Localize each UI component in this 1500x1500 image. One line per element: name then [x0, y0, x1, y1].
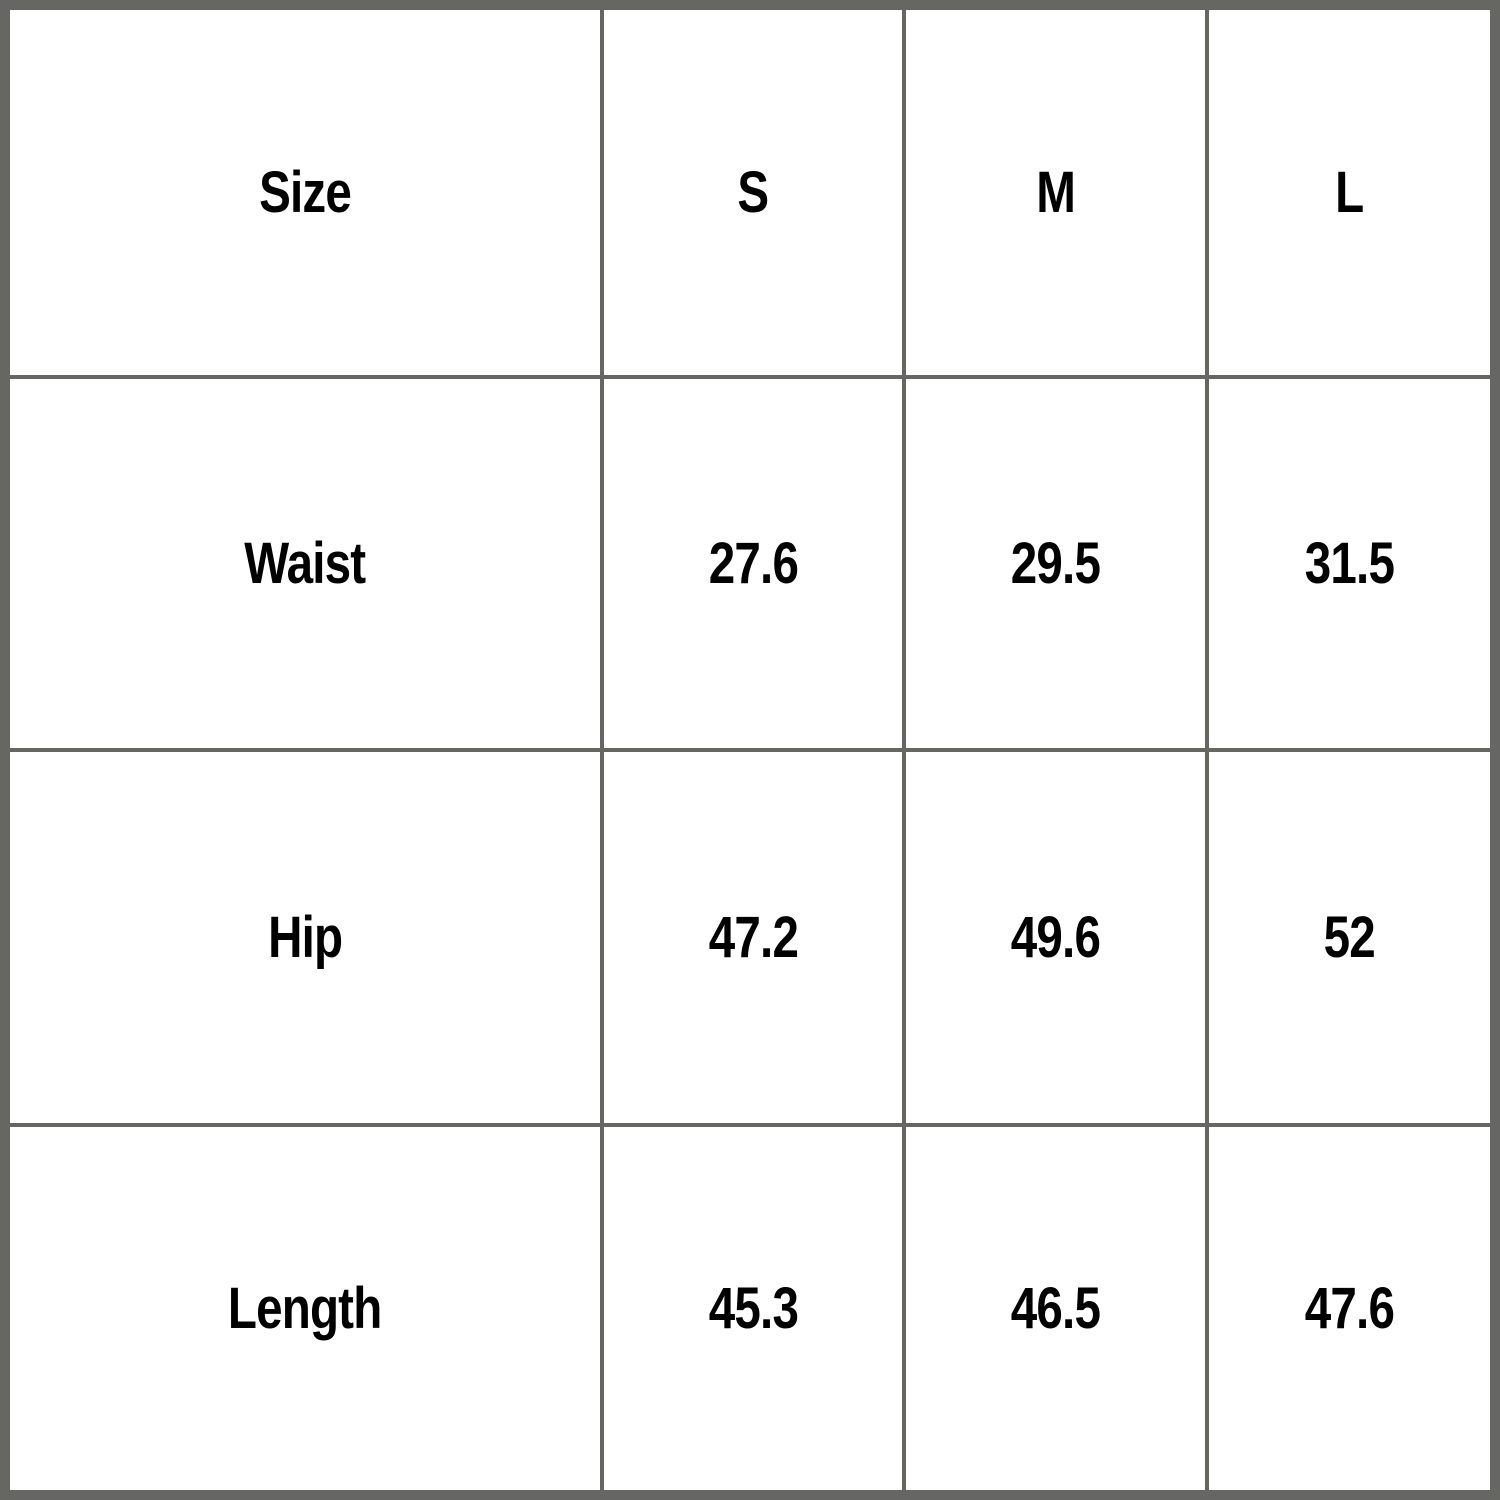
cell-value: 29.5	[1010, 531, 1101, 596]
cell-value: 47.2	[708, 905, 798, 970]
header-cell: L	[1209, 10, 1490, 375]
header-label: Size	[259, 160, 352, 225]
table-cell: 27.6	[604, 379, 902, 748]
cell-value: 47.6	[1304, 1276, 1395, 1341]
header-cell: S	[604, 10, 902, 375]
cell-value: 45.3	[708, 1276, 798, 1341]
cell-value: 31.5	[1304, 531, 1395, 596]
cell-value: 27.6	[708, 531, 798, 596]
row-label: Waist	[244, 531, 366, 596]
table-cell: 45.3	[604, 1127, 902, 1490]
table-cell: 29.5	[906, 379, 1205, 748]
header-label: S	[737, 160, 770, 225]
table-cell: 49.6	[906, 752, 1205, 1123]
row-label-cell: Waist	[10, 379, 600, 748]
table-cell: 46.5	[906, 1127, 1205, 1490]
header-cell: M	[906, 10, 1205, 375]
row-label-cell: Hip	[10, 752, 600, 1123]
table-cell: 47.6	[1209, 1127, 1490, 1490]
row-label: Hip	[267, 905, 343, 970]
row-label: Length	[228, 1276, 382, 1341]
cell-value: 49.6	[1010, 905, 1101, 970]
size-chart-table: Size S M L Waist 27.6 29.5 31.5 Hip 47.2…	[10, 10, 1490, 1490]
header-cell: Size	[10, 10, 600, 375]
table-cell: 47.2	[604, 752, 902, 1123]
header-label: M	[1036, 160, 1076, 225]
cell-value: 52	[1323, 905, 1376, 970]
cell-value: 46.5	[1010, 1276, 1101, 1341]
header-label: L	[1335, 160, 1364, 225]
row-label-cell: Length	[10, 1127, 600, 1490]
table-cell: 31.5	[1209, 379, 1490, 748]
table-cell: 52	[1209, 752, 1490, 1123]
